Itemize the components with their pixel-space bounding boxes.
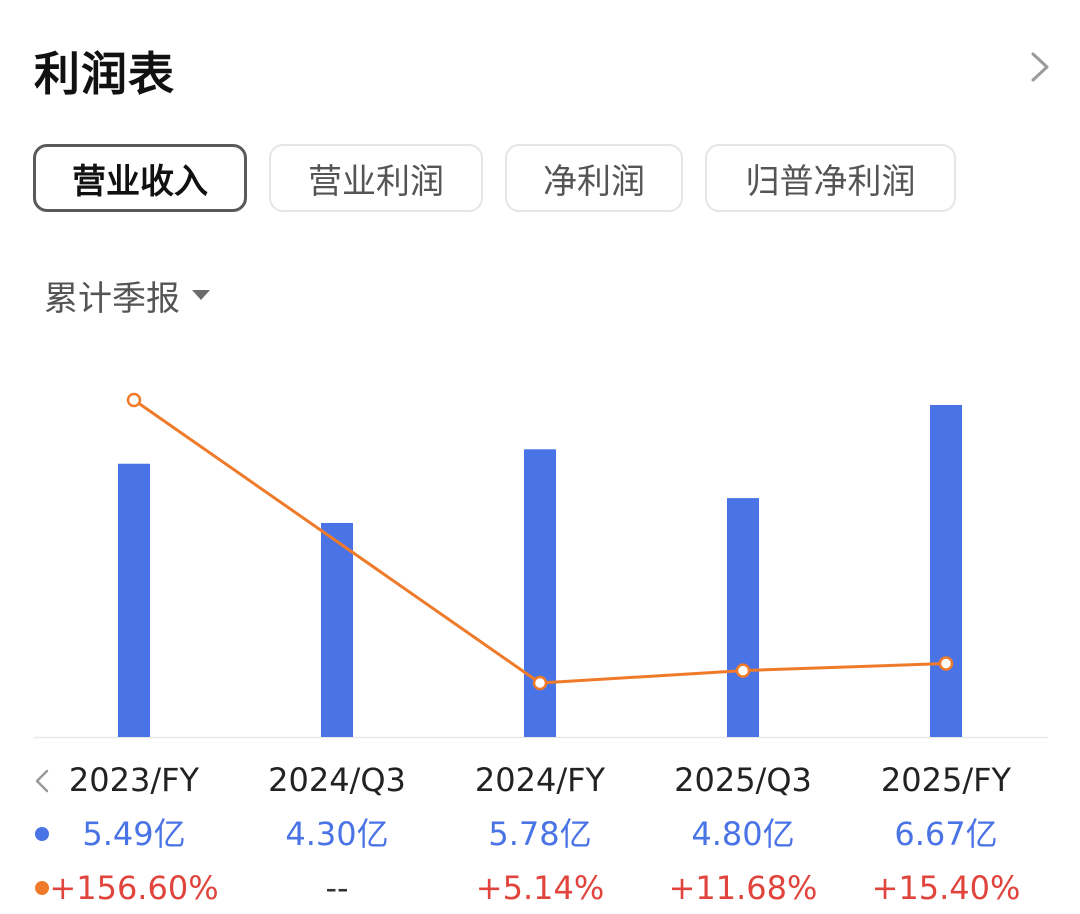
chevron-left-icon[interactable] (34, 768, 50, 794)
revenue-legend-dot (35, 827, 49, 841)
tab-revenue[interactable]: 营业收入 (33, 144, 247, 212)
bar-2025-fy[interactable] (930, 405, 962, 737)
tab-operating-profit[interactable]: 营业利润 (269, 144, 483, 212)
growth-point-2023-fy[interactable] (126, 392, 142, 408)
tab-net-profit[interactable]: 净利润 (505, 144, 683, 212)
growth-value-label: +156.60% (49, 869, 219, 907)
revenue-value-label: 4.30亿 (285, 815, 389, 853)
growth-value-label: +15.40% (871, 869, 1021, 907)
growth-values-row: +156.60% -- +5.14% +11.68% +15.40% (0, 864, 1080, 912)
page-title: 利润表 (34, 47, 175, 101)
tab-attributable-net-profit[interactable]: 归普净利润 (705, 144, 956, 212)
x-tick-label: 2025/Q3 (674, 761, 812, 799)
revenue-values-row: 5.49亿 4.30亿 5.78亿 4.80亿 6.67亿 (0, 810, 1080, 858)
bar-2025-q3[interactable] (727, 498, 759, 737)
x-tick-label: 2024/FY (474, 761, 606, 799)
bar-2024-fy[interactable] (524, 449, 556, 737)
growth-point-2025-fy[interactable] (938, 656, 954, 671)
growth-line (133, 398, 947, 685)
caret-down-icon (192, 290, 210, 300)
revenue-value-label: 6.67亿 (894, 815, 998, 853)
revenue-value-label: 5.49亿 (82, 815, 186, 853)
x-tick-label: 2025/FY (880, 761, 1012, 799)
period-select-label: 累计季报 (44, 278, 180, 319)
x-tick-label: 2023/FY (68, 761, 200, 799)
revenue-value-label: 4.80亿 (691, 815, 795, 853)
bar-2023-fy[interactable] (118, 463, 150, 737)
growth-value-label: -- (325, 869, 349, 907)
growth-value-label: +11.68% (668, 869, 818, 907)
revenue-chart (34, 392, 1048, 739)
growth-point-2024-fy[interactable] (532, 675, 548, 691)
growth-point-2025-q3[interactable] (735, 663, 751, 678)
bar-2024-q3[interactable] (321, 522, 353, 737)
chevron-right-icon[interactable] (1024, 50, 1056, 84)
growth-value-label: +5.14% (475, 869, 605, 907)
period-select[interactable]: 累计季报 (44, 272, 212, 319)
revenue-value-label: 5.78亿 (488, 815, 592, 853)
growth-legend-dot (35, 881, 49, 895)
x-axis-labels: 2023/FY 2024/Q3 2024/FY 2025/Q3 2025/FY (0, 756, 1080, 804)
x-tick-label: 2024/Q3 (268, 761, 406, 799)
